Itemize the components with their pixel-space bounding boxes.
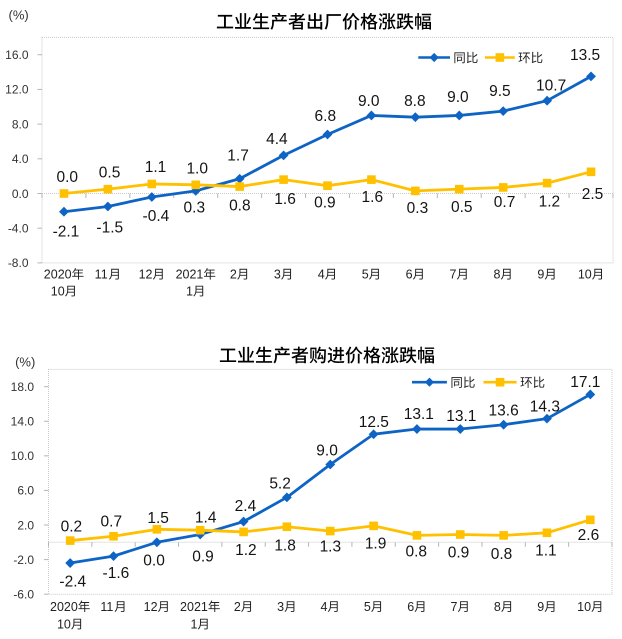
svg-text:(%): (%) xyxy=(15,354,35,369)
svg-text:1: 1 xyxy=(190,617,197,631)
svg-text:8.8: 8.8 xyxy=(404,93,426,110)
svg-text:13.1: 13.1 xyxy=(404,406,434,423)
svg-text:10.0: 10.0 xyxy=(11,449,35,463)
svg-text:2020: 2020 xyxy=(44,267,72,281)
svg-text:4: 4 xyxy=(318,267,325,281)
svg-text:5.2: 5.2 xyxy=(269,475,291,492)
svg-text:0.9: 0.9 xyxy=(448,544,470,561)
svg-text:1.8: 1.8 xyxy=(274,537,296,554)
svg-text:18.0: 18.0 xyxy=(11,380,35,394)
svg-text:10: 10 xyxy=(51,284,65,298)
svg-text:7: 7 xyxy=(451,600,458,614)
svg-text:1.2: 1.2 xyxy=(235,542,257,559)
svg-text:5: 5 xyxy=(364,600,371,614)
svg-text:0.8: 0.8 xyxy=(405,544,427,561)
svg-text:10: 10 xyxy=(57,617,71,631)
svg-text:1.4: 1.4 xyxy=(195,510,217,527)
svg-text:0.7: 0.7 xyxy=(494,194,516,211)
svg-text:0.9: 0.9 xyxy=(314,195,336,212)
svg-text:4.4: 4.4 xyxy=(266,131,288,148)
svg-text:13.6: 13.6 xyxy=(489,403,519,420)
svg-text:4.0: 4.0 xyxy=(12,152,29,166)
svg-text:2.4: 2.4 xyxy=(235,498,257,515)
svg-text:1.1: 1.1 xyxy=(535,542,557,559)
svg-text:1.2: 1.2 xyxy=(539,194,561,211)
svg-text:6: 6 xyxy=(406,267,413,281)
svg-text:13.5: 13.5 xyxy=(570,47,600,64)
svg-text:11: 11 xyxy=(100,600,113,614)
svg-text:-1.6: -1.6 xyxy=(103,565,130,582)
svg-text:10: 10 xyxy=(578,267,592,281)
svg-text:6.8: 6.8 xyxy=(315,108,337,125)
svg-text:3: 3 xyxy=(277,600,284,614)
svg-text:2020: 2020 xyxy=(50,600,78,614)
svg-text:2.0: 2.0 xyxy=(17,518,34,532)
svg-text:2.6: 2.6 xyxy=(578,527,600,544)
svg-text:0.8: 0.8 xyxy=(491,546,513,563)
svg-text:0.7: 0.7 xyxy=(101,513,123,530)
svg-text:0.3: 0.3 xyxy=(184,200,206,217)
svg-text:7: 7 xyxy=(450,267,457,281)
svg-text:0.2: 0.2 xyxy=(61,518,83,535)
svg-text:9.0: 9.0 xyxy=(358,93,380,110)
svg-text:-2.0: -2.0 xyxy=(13,553,34,567)
svg-text:2: 2 xyxy=(230,267,237,281)
svg-text:-0.4: -0.4 xyxy=(143,208,170,225)
svg-text:9.0: 9.0 xyxy=(447,89,469,106)
svg-text:-1.5: -1.5 xyxy=(96,219,123,236)
svg-text:1.6: 1.6 xyxy=(274,191,296,208)
svg-text:12: 12 xyxy=(144,600,158,614)
svg-text:4: 4 xyxy=(321,600,328,614)
svg-text:0.0: 0.0 xyxy=(56,169,78,186)
svg-text:9.0: 9.0 xyxy=(316,443,338,460)
svg-text:12.5: 12.5 xyxy=(359,414,389,431)
svg-text:2021: 2021 xyxy=(176,267,204,281)
svg-text:1.0: 1.0 xyxy=(186,160,208,177)
svg-text:-6.0: -6.0 xyxy=(13,588,34,602)
svg-text:0.9: 0.9 xyxy=(192,549,214,566)
svg-text:0.8: 0.8 xyxy=(229,198,251,215)
svg-text:0.5: 0.5 xyxy=(451,199,473,216)
svg-text:8: 8 xyxy=(494,600,501,614)
svg-text:8.0: 8.0 xyxy=(12,117,29,131)
svg-text:(%): (%) xyxy=(8,7,28,22)
svg-text:10.7: 10.7 xyxy=(536,78,566,95)
svg-text:8: 8 xyxy=(493,267,500,281)
svg-text:0.5: 0.5 xyxy=(99,164,121,181)
svg-text:12.0: 12.0 xyxy=(5,83,29,97)
svg-text:1.7: 1.7 xyxy=(227,147,249,164)
svg-text:6: 6 xyxy=(407,600,414,614)
svg-text:-8.0: -8.0 xyxy=(8,256,29,270)
svg-text:1: 1 xyxy=(186,284,193,298)
svg-text:0.0: 0.0 xyxy=(12,187,29,201)
svg-text:16.0: 16.0 xyxy=(5,48,29,62)
svg-text:14.0: 14.0 xyxy=(11,415,35,429)
svg-text:5: 5 xyxy=(362,267,369,281)
svg-text:6.0: 6.0 xyxy=(17,484,34,498)
svg-text:1.9: 1.9 xyxy=(365,536,387,553)
svg-text:0.0: 0.0 xyxy=(143,552,165,569)
svg-text:12: 12 xyxy=(139,267,153,281)
svg-text:2.5: 2.5 xyxy=(582,186,604,203)
svg-text:9: 9 xyxy=(537,600,544,614)
svg-text:9: 9 xyxy=(537,267,544,281)
svg-text:2021: 2021 xyxy=(180,600,208,614)
svg-text:-2.1: -2.1 xyxy=(53,224,80,241)
svg-text:13.1: 13.1 xyxy=(446,408,476,425)
svg-text:14.3: 14.3 xyxy=(530,399,560,416)
svg-text:2: 2 xyxy=(234,600,241,614)
svg-text:-4.0: -4.0 xyxy=(8,222,29,236)
svg-text:1.6: 1.6 xyxy=(362,189,384,206)
svg-text:11: 11 xyxy=(95,267,108,281)
svg-text:10: 10 xyxy=(577,600,591,614)
svg-text:0.3: 0.3 xyxy=(407,200,429,217)
svg-text:1.1: 1.1 xyxy=(145,159,167,176)
svg-text:17.1: 17.1 xyxy=(570,374,600,391)
svg-text:1.3: 1.3 xyxy=(320,538,342,555)
svg-text:3: 3 xyxy=(274,267,281,281)
svg-text:1.5: 1.5 xyxy=(147,510,169,527)
svg-text:9.5: 9.5 xyxy=(489,83,511,100)
svg-text:-2.4: -2.4 xyxy=(59,573,86,590)
